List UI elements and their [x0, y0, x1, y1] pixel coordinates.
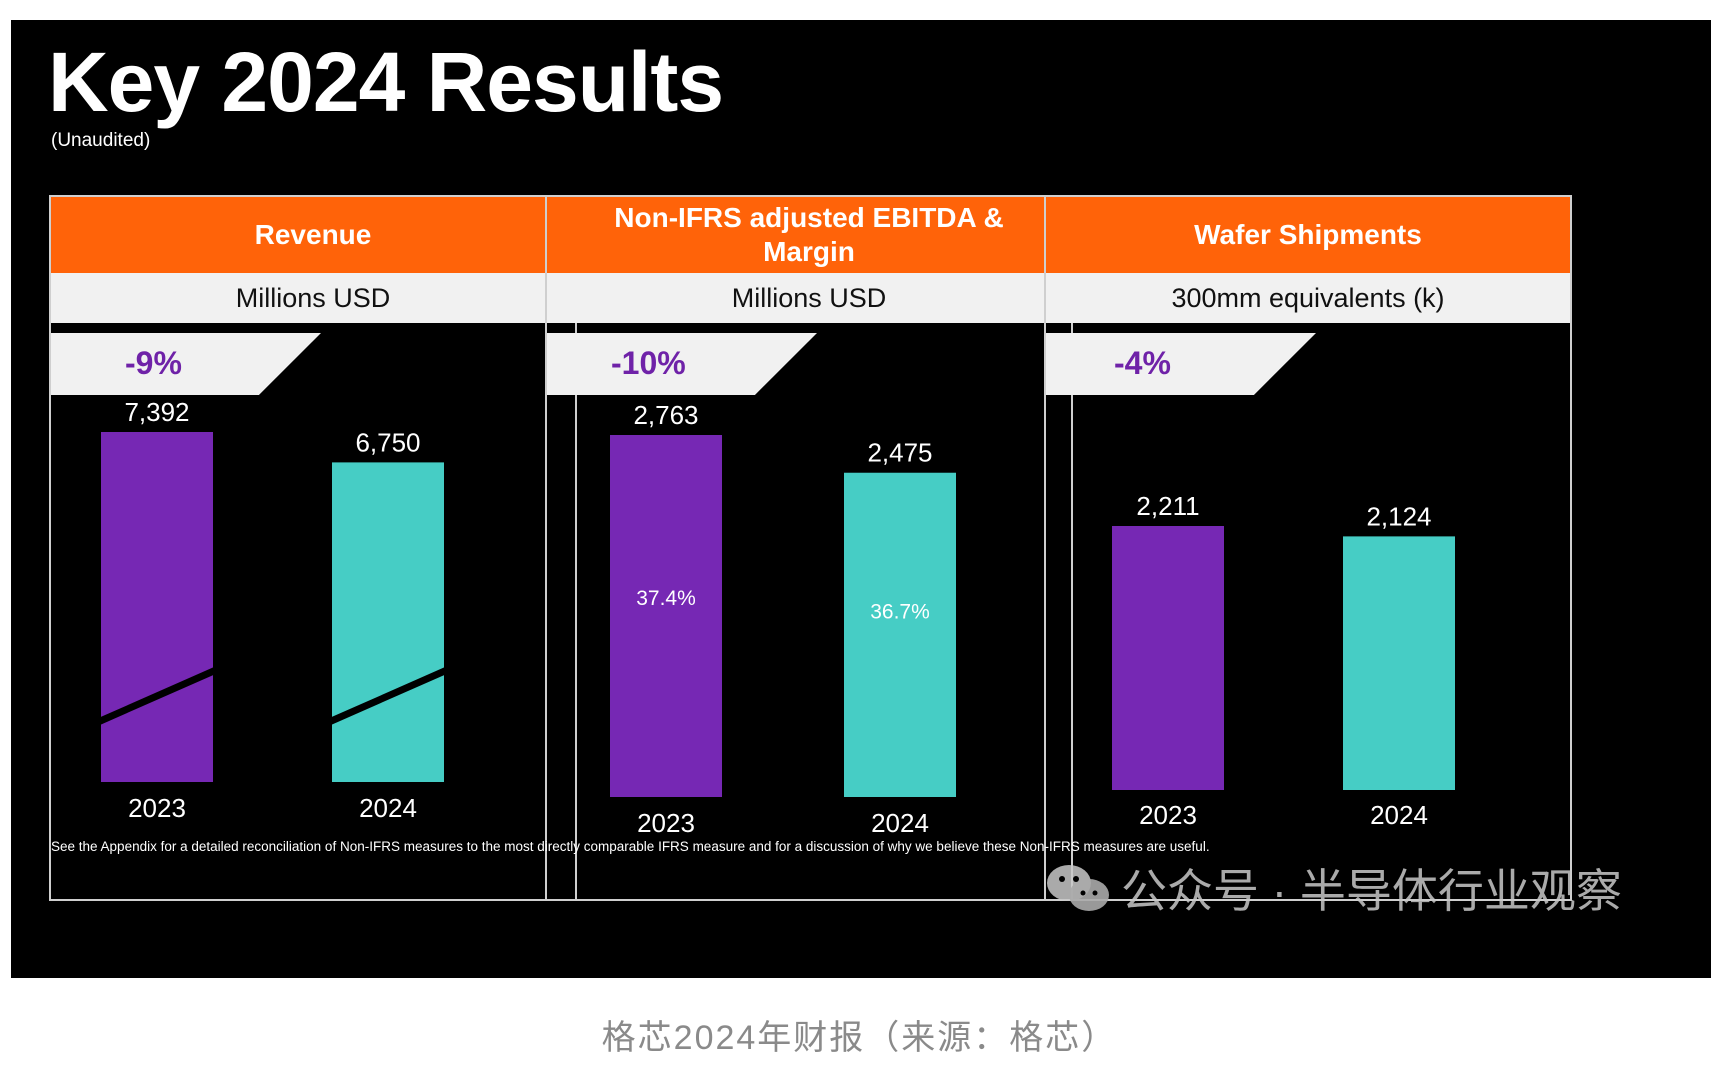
- category-label: 2023: [128, 793, 186, 823]
- category-label: 2023: [1139, 800, 1197, 830]
- wechat-icon: [1047, 865, 1109, 911]
- slide: Key 2024 Results (Unaudited) Revenue Mil…: [11, 20, 1711, 978]
- bar-2023: [610, 435, 722, 797]
- axis-break-mark: [96, 666, 218, 726]
- panel-title: Wafer Shipments: [1046, 197, 1570, 273]
- panel-title: Non-IFRS adjusted EBITDA & Margin: [547, 197, 1071, 273]
- value-label: 2,475: [867, 438, 932, 468]
- value-label: 2,211: [1136, 491, 1199, 521]
- watermark: 公众号 · 半导体行业观察: [1045, 855, 1622, 921]
- change-label: -10%: [611, 345, 686, 381]
- figure-caption: 格芯2024年财报（来源：格芯）: [601, 1019, 1118, 1057]
- category-label: 2023: [637, 808, 695, 838]
- panel-unit: Millions USD: [51, 273, 575, 323]
- chart-ebitda: 2,763 2023 37.4% 2,475 2024 36.7%: [610, 400, 956, 838]
- bar-2024: [332, 462, 444, 782]
- panel-revenue: Revenue Millions USD -9% 7,392 2023 6,750 2…: [49, 195, 577, 901]
- axis-break-mark: [327, 666, 449, 726]
- slide-title: Key 2024 Results: [48, 35, 724, 129]
- bar-2024: [1343, 536, 1455, 790]
- category-label: 2024: [1370, 800, 1428, 830]
- chart-revenue: 7,392 2023 6,750 2024: [96, 397, 449, 823]
- value-label: 6,750: [355, 427, 420, 457]
- chart-wafer: 2,211 2023 2,124 2024: [1112, 491, 1455, 830]
- category-label: 2024: [359, 793, 417, 823]
- change-label: -9%: [125, 345, 182, 381]
- panel-unit: Millions USD: [547, 273, 1071, 323]
- panel-unit: 300mm equivalents (k): [1046, 273, 1570, 323]
- panel-wafer: Wafer Shipments 300mm equivalents (k) -4…: [1044, 195, 1572, 901]
- value-label: 2,124: [1366, 501, 1431, 531]
- bar-2023: [1112, 526, 1224, 790]
- bar-2024: [844, 472, 956, 797]
- footnote: See the Appendix for a detailed reconcil…: [51, 839, 1210, 854]
- slide-subtitle: (Unaudited): [51, 130, 151, 151]
- value-label: 7,392: [124, 397, 189, 427]
- category-label: 2024: [871, 808, 929, 838]
- bar-2023: [101, 432, 213, 782]
- panel-ebitda: Non-IFRS adjusted EBITDA & Margin Millio…: [545, 195, 1073, 901]
- value-label: 2,763: [633, 400, 698, 430]
- margin-label: 37.4%: [636, 587, 696, 610]
- change-label: -4%: [1114, 345, 1171, 381]
- watermark-text: 公众号 · 半导体行业观察: [1121, 865, 1622, 917]
- margin-label: 36.7%: [870, 601, 930, 624]
- panel-title: Revenue: [51, 197, 575, 273]
